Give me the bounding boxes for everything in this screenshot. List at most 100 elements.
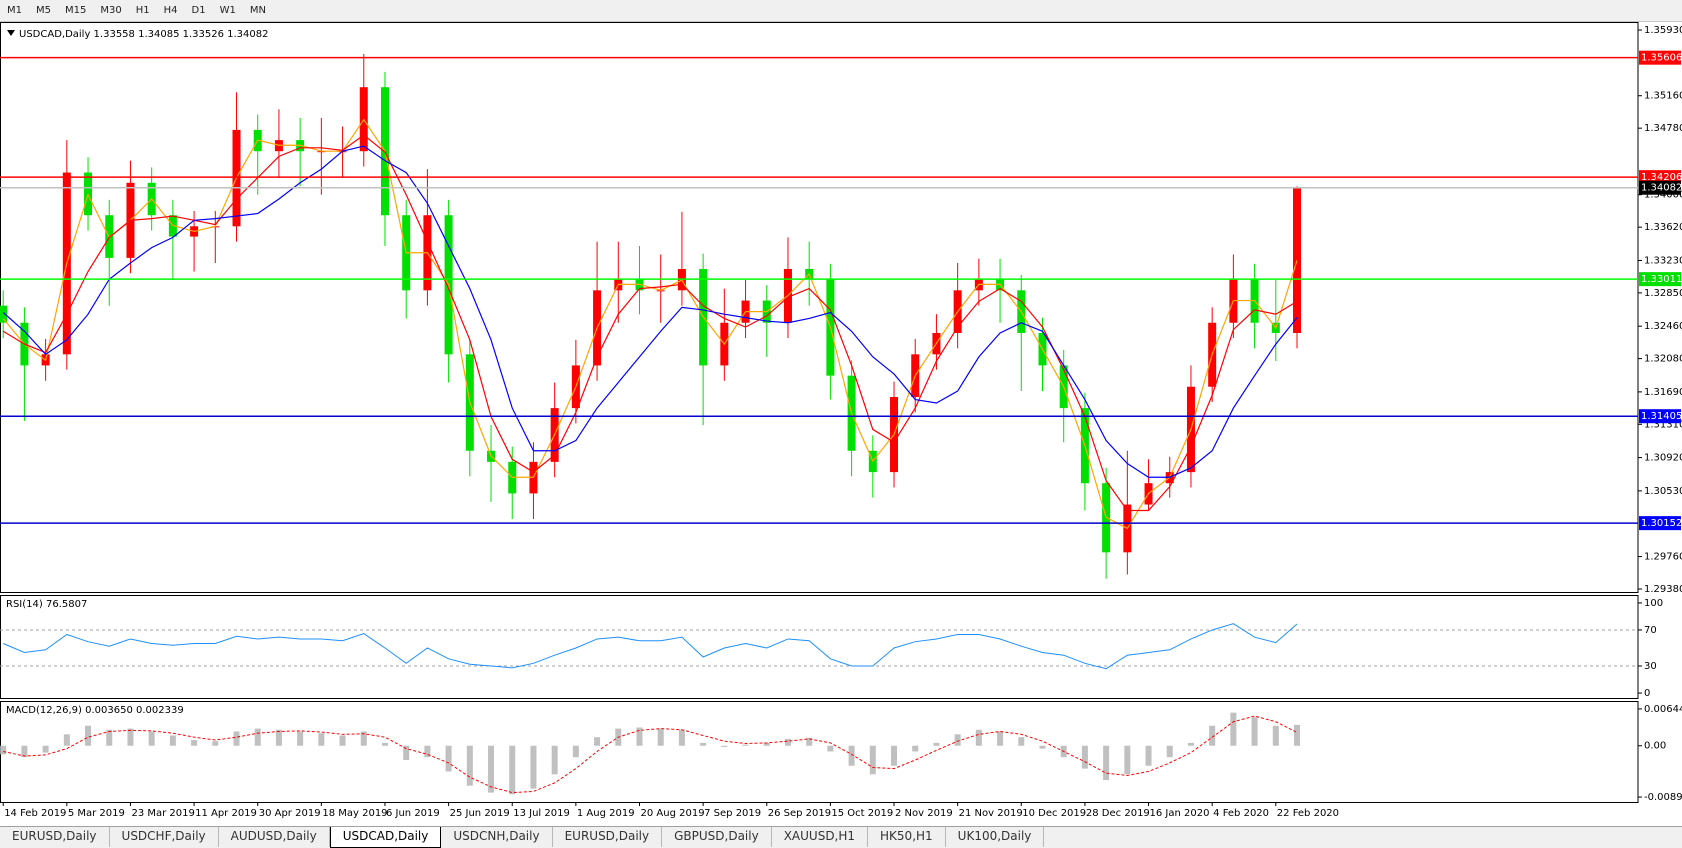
macd-bar: [0, 745, 7, 755]
chart-tab[interactable]: UK100,Daily: [946, 827, 1045, 847]
macd-bar: [191, 740, 198, 746]
chart-tab[interactable]: EURUSD,Daily: [0, 827, 110, 847]
x-tick-label: 10 Dec 2019: [1022, 808, 1086, 819]
rsi-title: RSI(14) 76.5807: [6, 599, 87, 610]
macd-bar: [1251, 717, 1258, 746]
macd-bar: [1294, 724, 1301, 746]
timeframe-button[interactable]: H1: [135, 5, 150, 16]
timeframe-button[interactable]: M1: [7, 5, 22, 16]
chart-tab[interactable]: USDCAD,Daily: [329, 827, 442, 848]
y-tick-label: 1.31690: [1644, 387, 1682, 398]
macd-bar: [127, 728, 134, 746]
y-tick-label: 1.29760: [1644, 552, 1682, 563]
macd-panel: [0, 701, 1639, 803]
chart-tab[interactable]: XAUUSD,H1: [772, 827, 869, 847]
chart-tab[interactable]: USDCHF,Daily: [110, 827, 219, 847]
y-tick-label: 1.33230: [1644, 255, 1682, 266]
macd-signal: [3, 715, 1298, 794]
macd-bar: [85, 725, 92, 746]
chart-title: USDCAD,Daily 1.33558 1.34085 1.33526 1.3…: [19, 29, 269, 40]
macd-bar: [381, 742, 388, 746]
macd-bar: [297, 731, 304, 746]
macd-bar: [1272, 725, 1279, 746]
timeframe-button[interactable]: W1: [219, 5, 236, 16]
timeframe-button[interactable]: D1: [191, 5, 206, 16]
macd-bar: [42, 745, 49, 753]
macd-bar: [1166, 745, 1173, 758]
macd-bar: [594, 737, 601, 746]
rsi-line: [3, 623, 1298, 670]
timeframe-button[interactable]: H4: [163, 5, 178, 16]
chart-tab[interactable]: AUDUSD,Daily: [219, 827, 330, 847]
macd-bar: [933, 742, 940, 746]
timeframe-button[interactable]: M15: [65, 5, 87, 16]
x-tick-label: 28 Dec 2019: [1086, 808, 1150, 819]
macd-bar: [1187, 742, 1194, 746]
y-tick-label: 30: [1644, 661, 1657, 672]
x-tick-label: 21 Nov 2019: [959, 808, 1023, 819]
macd-bar: [572, 745, 579, 758]
y-tick-label: 1.35930: [1644, 25, 1682, 36]
macd-bar: [318, 733, 325, 746]
macd-bar: [657, 728, 664, 746]
collapse-icon: [7, 30, 15, 36]
chart-tab[interactable]: USDCNH,Daily: [441, 827, 553, 847]
y-tick-label: 1.32460: [1644, 321, 1682, 332]
macd-title: MACD(12,26,9) 0.003650 0.002339: [6, 705, 184, 716]
macd-bar: [912, 745, 919, 752]
macd-bar: [466, 745, 473, 786]
macd-bar: [721, 745, 728, 747]
timeframe-button[interactable]: MN: [249, 5, 266, 16]
x-tick-label: 30 Apr 2019: [259, 808, 321, 819]
y-tick-label: 1.34000: [1644, 190, 1682, 201]
macd-bar: [275, 729, 282, 746]
level-label-bg: [1639, 50, 1681, 65]
macd-bar: [1103, 745, 1110, 781]
macd-bar: [954, 734, 961, 746]
y-tick-label: 70: [1644, 625, 1657, 636]
macd-bar: [827, 745, 834, 752]
x-tick-label: 6 Jun 2019: [386, 808, 440, 819]
macd-bar: [424, 745, 431, 758]
macd-bar: [1081, 745, 1088, 769]
macd-bar: [254, 728, 261, 746]
x-tick-label: 23 Mar 2019: [131, 808, 194, 819]
macd-bar: [742, 744, 749, 746]
timeframe-button[interactable]: M5: [36, 5, 51, 16]
x-tick-label: 13 Jul 2019: [513, 808, 570, 819]
macd-bar: [678, 729, 685, 746]
main-panel: [0, 22, 1639, 593]
moving-average: [2, 145, 1298, 478]
y-tick-label: 0.006448: [1644, 704, 1682, 715]
timeframe-button[interactable]: M30: [100, 5, 122, 16]
macd-bar: [636, 727, 643, 746]
chart-tab[interactable]: GBPUSD,Daily: [662, 827, 772, 847]
macd-bar: [212, 741, 219, 746]
macd-bar: [1230, 712, 1237, 746]
y-tick-label: 1.30530: [1644, 486, 1682, 497]
level-label: 1.34206: [1641, 172, 1682, 183]
macd-bar: [1209, 725, 1216, 746]
x-tick-label: 1 Aug 2019: [577, 808, 635, 819]
y-tick-label: 1.34780: [1644, 123, 1682, 134]
macd-bar: [106, 729, 113, 746]
y-tick-label: 0: [1644, 688, 1650, 699]
macd-bar: [403, 745, 410, 761]
level-label-bg: [1639, 409, 1681, 424]
chart-tab[interactable]: EURUSD,Daily: [553, 827, 663, 847]
x-tick-label: 2 Nov 2019: [895, 808, 953, 819]
y-tick-label: 0.00: [1644, 741, 1666, 752]
macd-bar: [869, 745, 876, 775]
y-tick-label: 1.32850: [1644, 288, 1682, 299]
x-tick-label: 22 Feb 2020: [1277, 808, 1339, 819]
level-label-bg: [1639, 180, 1681, 195]
macd-bar: [63, 734, 70, 746]
plot-area: [0, 53, 1302, 579]
level-label: 1.33011: [1641, 274, 1682, 285]
macd-bar: [891, 745, 898, 766]
chart-tab[interactable]: HK50,H1: [868, 827, 946, 847]
y-tick-label: 1.30920: [1644, 453, 1682, 464]
candle-body: [0, 305, 8, 323]
macd-bar: [21, 745, 28, 758]
